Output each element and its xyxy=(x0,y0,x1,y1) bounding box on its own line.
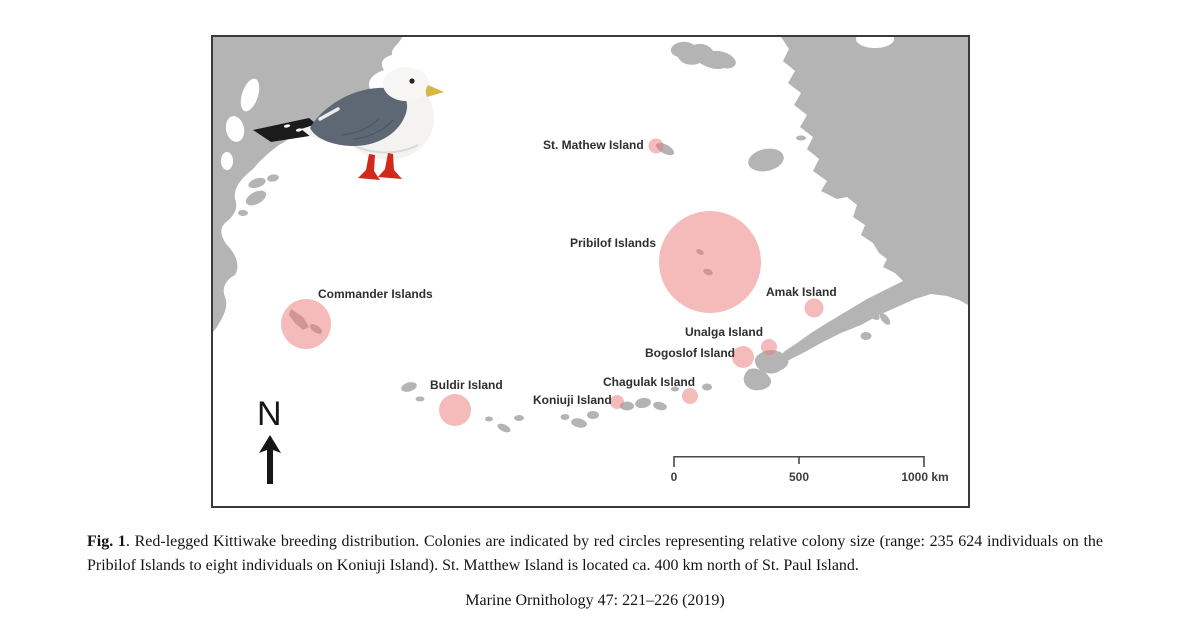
landmass-st-lawrence-island xyxy=(670,41,736,70)
colony-circle-unalga xyxy=(761,339,777,355)
figure-caption-label: Fig. 1 xyxy=(87,533,126,550)
label-amak-island: Amak Island xyxy=(766,285,837,299)
label-koniuji-island: Koniuji Island xyxy=(533,393,612,407)
colony-circle-st-mathew xyxy=(648,138,664,154)
colony-circle-bogoslof xyxy=(732,346,754,368)
landmass-aleutian-islands xyxy=(401,350,789,433)
scale-label-0: 0 xyxy=(670,470,678,484)
colony-circle-koniuji xyxy=(610,395,624,409)
map-canvas xyxy=(213,37,968,484)
colony-circle-commander xyxy=(281,299,331,349)
kittiwake-illustration xyxy=(253,67,444,180)
label-bogoslof-island: Bogoslof Island xyxy=(645,346,735,360)
compass-north-label: N xyxy=(257,395,282,433)
figure-caption-text: . Red-legged Kittiwake breeding distribu… xyxy=(87,533,1104,574)
label-pribilof-islands: Pribilof Islands xyxy=(570,236,657,250)
label-commander-islands: Commander Islands xyxy=(318,287,433,301)
landmass-siberia-chukotka xyxy=(213,37,402,332)
scale-bar xyxy=(673,455,925,467)
colony-circle-chagulak xyxy=(682,388,698,404)
label-chagulak-island: Chagulak Island xyxy=(603,375,696,389)
label-unalga-island: Unalga Island xyxy=(685,325,764,339)
scale-label-500: 500 xyxy=(788,470,810,484)
figure-caption: Fig. 1. Red-legged Kittiwake breeding di… xyxy=(87,530,1103,578)
label-buldir-island: Buldir Island xyxy=(430,378,503,392)
journal-citation: Marine Ornithology 47: 221–226 (2019) xyxy=(465,592,725,609)
colony-circle-pribilof xyxy=(659,211,761,313)
landmass-alaska xyxy=(748,37,968,361)
figure-map: St. Mathew Island Pribilof Islands Comma… xyxy=(211,35,970,508)
scale-label-1000km: 1000 km xyxy=(901,470,949,484)
colony-circle-buldir xyxy=(439,394,471,426)
colony-circle-amak xyxy=(804,298,824,318)
label-st-mathew-island: St. Mathew Island xyxy=(543,138,644,152)
north-arrow xyxy=(259,435,281,484)
